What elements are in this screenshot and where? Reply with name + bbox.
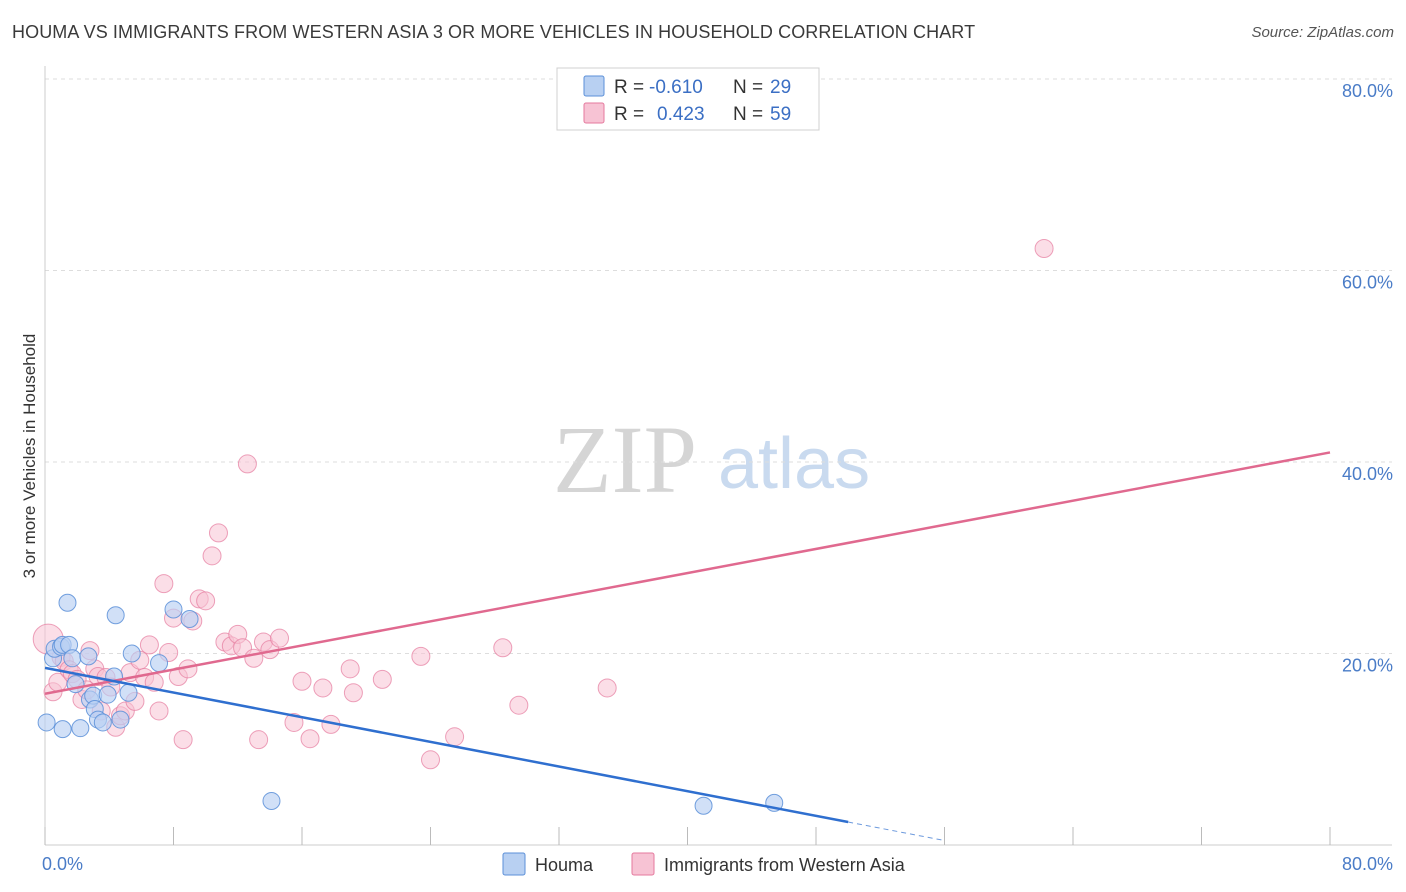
immigrants-point-41 [237,454,257,474]
houma-point-10 [71,719,90,738]
y-tick-label-1: 40.0% [1342,464,1393,484]
y-tick-label-3: 80.0% [1342,81,1393,101]
immigrants-point-59 [509,695,529,715]
houma-points [37,593,784,815]
houma-point-21 [119,683,138,702]
houma-point-26 [262,791,281,810]
immigrants-point-56 [421,750,440,770]
immigrants-point-58 [493,638,513,658]
immigrants-trend-line [44,451,1331,695]
immigrants-point-48 [292,671,312,691]
houma-point-17 [98,685,117,704]
source-label: Source: ZipAtlas.com [1251,24,1394,41]
legend-houma-swatch [583,75,605,97]
x-tick-label-1: 80.0% [1342,854,1393,874]
houma-point-16 [93,713,112,732]
houma-point-19 [106,606,125,625]
houma-trend-line [44,666,849,824]
houma-point-8 [63,649,82,668]
bottom-legend-immigrants-label: Immigrants from Western Asia [664,855,906,875]
immigrants-point-36 [208,523,228,543]
legend-immigrants-swatch [583,102,605,124]
houma-point-6 [58,593,77,612]
legend-immigrants-n-label: N = [733,104,763,125]
watermark-zip: ZIP [553,406,697,513]
bottom-legend-houma-label: Houma [535,855,594,875]
immigrants-point-50 [313,678,333,698]
immigrants-point-42 [244,648,264,668]
houma-point-22 [122,644,141,663]
immigrants-point-25 [149,701,169,721]
watermark: ZIP atlas [553,406,870,513]
legend-houma-r-label: R = [614,77,644,98]
legend-houma-n-label: N = [733,77,763,98]
houma-point-25 [180,610,199,629]
legend-houma-r-value: -0.610 [649,77,703,98]
immigrants-point-47 [284,712,304,732]
houma-point-24 [164,600,183,619]
immigrants-point-57 [445,727,465,747]
immigrants-point-34 [196,591,216,611]
immigrants-point-55 [411,646,431,666]
legend-immigrants-r-label: R = [614,104,644,125]
immigrants-point-53 [343,683,363,703]
immigrants-point-30 [173,730,193,750]
x-tick-label-0: 0.0% [42,854,83,874]
immigrants-point-60 [597,678,617,698]
bottom-legend: Houma Immigrants from Western Asia [502,852,906,876]
immigrants-point-61 [1034,238,1054,258]
immigrants-point-26 [154,574,174,594]
bottom-legend-immigrants-swatch [631,852,655,876]
immigrants-point-52 [340,659,360,679]
legend-houma-n-value: 29 [770,77,791,98]
houma-point-11 [79,647,98,666]
legend: R = -0.610 N = 29 R = 0.423 N = 59 [556,67,820,131]
immigrants-point-54 [372,669,392,689]
immigrants-point-49 [300,729,320,749]
houma-point-5 [53,720,72,739]
bottom-legend-houma-swatch [502,852,526,876]
legend-immigrants-n-value: 59 [770,104,791,125]
immigrants-point-23 [139,635,159,655]
immigrants-point-46 [270,628,290,648]
houma-point-27 [694,796,713,815]
watermark-atlas: atlas [718,424,870,504]
y-tick-label-0: 20.0% [1342,656,1393,676]
houma-point-0 [37,713,56,732]
immigrants-point-35 [202,546,222,566]
houma-point-20 [111,710,130,729]
x-tick-labels: 0.0% 80.0% [42,854,1393,874]
y-tick-label-2: 60.0% [1342,273,1393,293]
y-tick-labels: 20.0% 40.0% 60.0% 80.0% [1342,81,1393,676]
houma-trend-extension [848,821,945,842]
legend-immigrants-r-value: 0.423 [657,104,705,125]
immigrants-points [32,238,1054,770]
houma-point-23 [150,654,169,673]
chart-title: HOUMA VS IMMIGRANTS FROM WESTERN ASIA 3 … [12,22,976,42]
trend-lines [44,451,1331,842]
immigrants-point-43 [249,730,269,750]
